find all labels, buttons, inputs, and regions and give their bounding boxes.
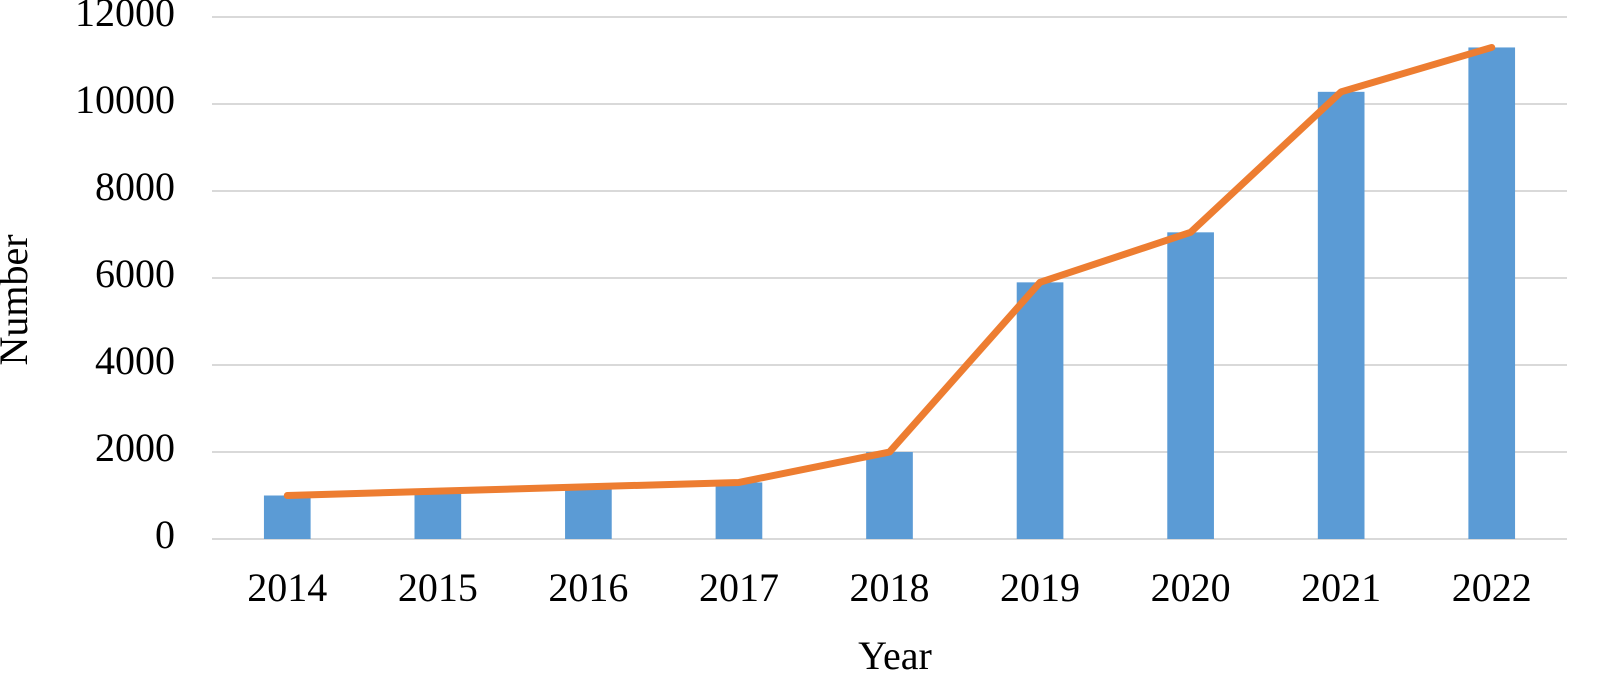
y-axis-title: Number: [0, 234, 36, 365]
bar: [263, 495, 311, 539]
x-tick-label: 2021: [1301, 565, 1381, 610]
y-tick-label: 8000: [95, 164, 175, 209]
bar: [1468, 47, 1516, 539]
x-tick-label: 2020: [1151, 565, 1231, 610]
x-tick-label: 2015: [398, 565, 478, 610]
x-tick-label: 2014: [247, 565, 327, 610]
x-tick-label: 2022: [1452, 565, 1532, 610]
x-tick-label: 2017: [699, 565, 779, 610]
bar: [1167, 232, 1214, 539]
x-tick-label: 2018: [850, 565, 930, 610]
y-tick-label: 12000: [75, 0, 175, 35]
bar: [866, 452, 913, 539]
bar: [1317, 91, 1365, 539]
y-tick-label: 10000: [75, 77, 175, 122]
y-tick-label: 6000: [95, 251, 175, 296]
y-tick-label: 0: [155, 512, 175, 557]
bar: [1016, 282, 1064, 539]
x-tick-label: 2016: [548, 565, 628, 610]
x-axis-title: Year: [858, 633, 932, 678]
y-tick-label: 2000: [95, 425, 175, 470]
bar: [565, 486, 612, 539]
bar: [414, 491, 462, 539]
line: [283, 43, 1496, 499]
x-tick-label: 2019: [1000, 565, 1080, 610]
y-tick-label: 4000: [95, 338, 175, 383]
bar: [715, 482, 763, 539]
